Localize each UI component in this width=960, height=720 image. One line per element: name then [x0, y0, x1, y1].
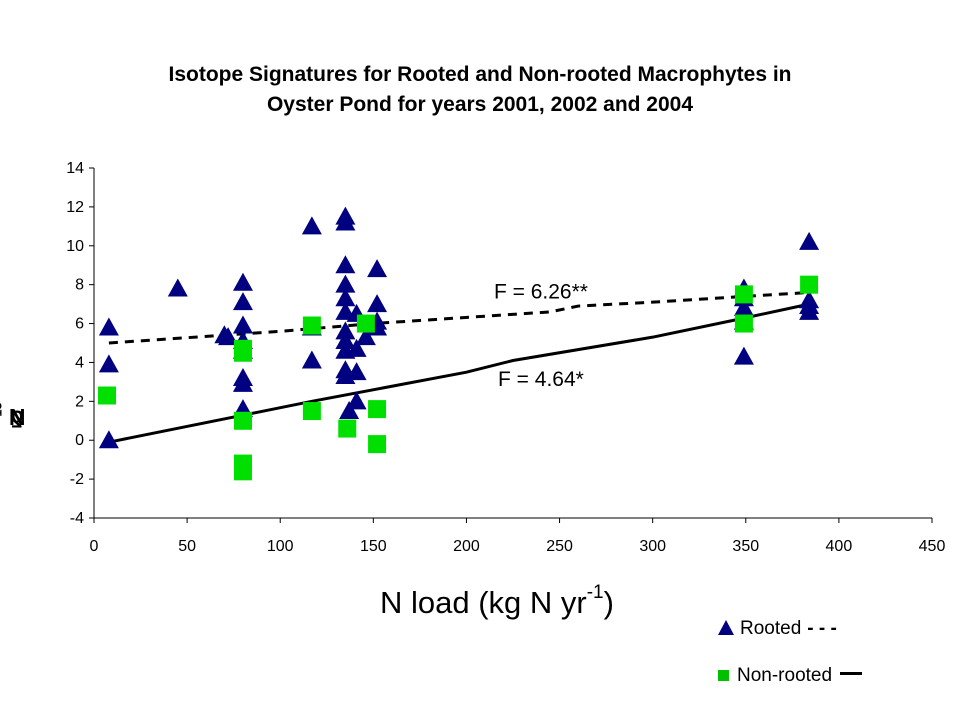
triangle-marker-icon — [718, 620, 734, 635]
non-rooted-data-point — [233, 411, 252, 430]
x-tick-label: 50 — [178, 538, 196, 555]
rooted-data-point — [733, 346, 754, 365]
rooted-data-point — [301, 216, 322, 235]
rooted-data-point — [301, 350, 322, 369]
x-tick-label: 300 — [639, 538, 666, 555]
y-tick-label: 0 — [75, 432, 84, 449]
non-rooted-data-point — [233, 343, 252, 362]
non-rooted-data-point — [800, 275, 819, 294]
rooted-data-point — [335, 255, 356, 274]
legend-dashed-line-sample: - - - — [807, 618, 837, 639]
x-tick-label: 450 — [919, 538, 946, 555]
y-axis-label-superscript: 15 — [0, 402, 6, 417]
y-tick-label: -2 — [70, 471, 84, 488]
rooted-data-point — [367, 294, 388, 313]
x-tick-label: 350 — [732, 538, 759, 555]
rooted-data-point — [218, 327, 239, 346]
rooted-data-point — [339, 401, 360, 420]
rooted-data-point — [167, 278, 188, 297]
legend-item-rooted: Rooted - - - — [718, 618, 837, 640]
rooted-data-point — [335, 288, 356, 307]
chart-title-line2: Oyster Pond for years 2001, 2002 and 200… — [266, 93, 694, 116]
y-tick-label: 10 — [66, 238, 84, 255]
rooted-data-point — [232, 292, 253, 311]
y-tick-label: -4 — [70, 510, 84, 527]
non-rooted-data-point — [302, 402, 321, 421]
rooted-data-point — [232, 373, 253, 392]
non-rooted-data-point — [98, 386, 117, 405]
y-tick-label: 8 — [75, 277, 84, 294]
legend-rooted-label: Rooted — [740, 618, 802, 639]
rooted-data-point — [733, 298, 754, 316]
rooted-data-point — [346, 391, 367, 410]
x-tick-label: 100 — [267, 538, 294, 555]
rooted-data-point — [98, 430, 119, 449]
rooted-data-point — [335, 274, 356, 293]
y-tick-label: 12 — [66, 199, 84, 216]
rooted-data-point — [335, 321, 356, 340]
legend-non-rooted-label: Non-rooted — [737, 665, 833, 686]
x-tick-label: 250 — [546, 538, 573, 555]
x-axis-label-text: N load (kg N yr — [380, 585, 587, 620]
non-rooted-trendline — [108, 302, 810, 444]
f-statistic-annotation: F = 6.26** — [494, 280, 588, 303]
x-axis-label-superscript: -1 — [586, 581, 604, 603]
y-tick-label: 2 — [75, 393, 84, 410]
rooted-data-point — [335, 212, 356, 231]
rooted-data-point — [346, 362, 367, 381]
x-tick-label: 150 — [360, 538, 387, 555]
legend-solid-line-sample — [840, 672, 863, 675]
chart-title-line1: Isotope Signatures for Rooted and Non-ro… — [168, 63, 792, 86]
rooted-data-point — [799, 231, 820, 250]
non-rooted-data-point — [338, 419, 357, 438]
square-marker-icon — [718, 670, 729, 681]
x-axis-label-end: ) — [603, 585, 614, 620]
non-rooted-data-point — [368, 400, 387, 419]
non-rooted-data-point — [734, 285, 753, 304]
non-rooted-data-point — [734, 314, 753, 333]
x-tick-label: 200 — [453, 538, 480, 555]
rooted-data-point — [355, 327, 376, 346]
x-tick-label: 400 — [826, 538, 853, 555]
rooted-data-point — [799, 301, 820, 320]
x-axis-label: N load (kg N yr-1) — [380, 581, 614, 621]
y-axis-label-end: N — [8, 403, 26, 430]
rooted-data-point — [346, 338, 367, 357]
y-tick-label: 4 — [75, 354, 84, 371]
non-rooted-data-point — [233, 462, 252, 481]
non-rooted-data-point — [368, 435, 387, 454]
rooted-data-point — [367, 259, 388, 278]
y-axis-label: δ 15 N — [0, 384, 46, 440]
legend-item-non-rooted: Non-rooted — [718, 665, 863, 687]
x-tick-label: 0 — [90, 538, 99, 555]
f-statistic-annotation: F = 4.64* — [498, 368, 584, 391]
rooted-data-point — [98, 317, 119, 336]
y-tick-label: 6 — [75, 316, 84, 333]
non-rooted-data-point — [356, 314, 375, 333]
y-tick-label: 14 — [66, 160, 84, 177]
non-rooted-data-point — [302, 316, 321, 335]
rooted-data-point — [98, 354, 119, 373]
rooted-data-point — [232, 315, 253, 334]
rooted-data-point — [232, 272, 253, 291]
rooted-data-point — [335, 331, 356, 350]
rooted-trendline — [108, 290, 810, 345]
